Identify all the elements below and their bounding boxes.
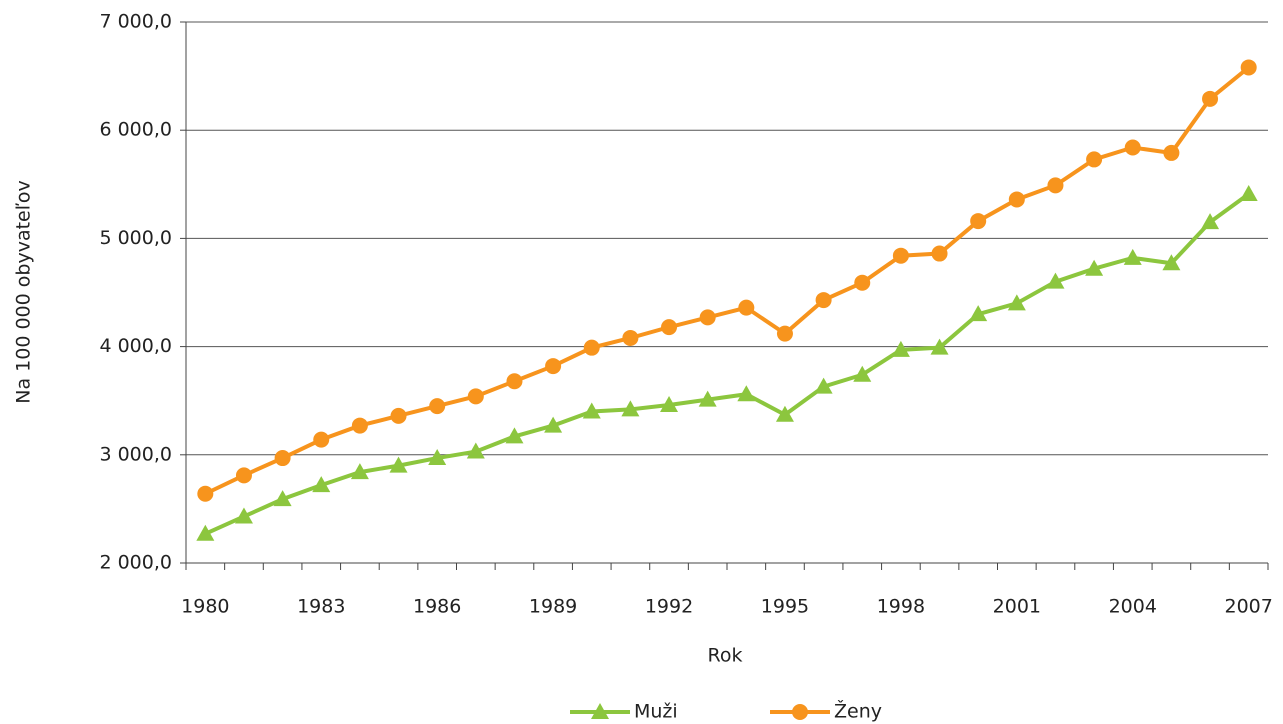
data-point bbox=[699, 309, 716, 326]
data-point bbox=[1046, 272, 1065, 289]
data-point bbox=[273, 490, 292, 507]
data-point bbox=[1007, 294, 1026, 311]
data-point bbox=[313, 431, 330, 448]
data-point bbox=[1085, 259, 1104, 276]
data-point bbox=[196, 524, 215, 541]
y-tick-label: 2 000,0 bbox=[99, 552, 172, 574]
data-point bbox=[776, 325, 793, 342]
data-point bbox=[854, 274, 871, 291]
data-point bbox=[621, 400, 640, 417]
data-point bbox=[892, 247, 909, 264]
data-point bbox=[389, 456, 408, 473]
data-point bbox=[931, 245, 948, 262]
data-point bbox=[1240, 59, 1257, 76]
data-point bbox=[197, 485, 214, 502]
data-point bbox=[1201, 213, 1220, 230]
data-point bbox=[428, 449, 447, 466]
data-point bbox=[1123, 248, 1142, 265]
x-tick-label: 1986 bbox=[413, 596, 461, 618]
data-point bbox=[506, 373, 523, 390]
data-point bbox=[891, 340, 910, 357]
x-tick-label: 2001 bbox=[993, 596, 1041, 618]
data-point bbox=[1163, 144, 1180, 161]
data-point bbox=[351, 417, 368, 434]
y-tick-label: 6 000,0 bbox=[99, 119, 172, 141]
data-point bbox=[350, 463, 369, 480]
data-point bbox=[661, 319, 678, 336]
x-tick-label: 1998 bbox=[877, 596, 925, 618]
data-point bbox=[582, 402, 601, 419]
y-tick-label: 4 000,0 bbox=[99, 335, 172, 357]
data-point bbox=[505, 427, 524, 444]
x-tick-label: 1989 bbox=[529, 596, 577, 618]
legend-marker bbox=[591, 703, 609, 719]
data-point bbox=[1162, 254, 1181, 271]
data-point bbox=[1047, 177, 1064, 194]
x-tick-label: 1992 bbox=[645, 596, 693, 618]
data-point bbox=[969, 305, 988, 322]
series-line bbox=[204, 65, 1250, 496]
legend-label: Muži bbox=[634, 701, 678, 723]
data-point bbox=[545, 358, 562, 375]
data-point bbox=[583, 339, 600, 356]
data-point bbox=[737, 385, 756, 402]
data-point bbox=[622, 329, 639, 346]
data-point bbox=[274, 450, 291, 467]
data-point bbox=[698, 390, 717, 407]
data-point bbox=[312, 476, 331, 493]
x-tick-label: 1980 bbox=[181, 596, 229, 618]
data-point bbox=[467, 388, 484, 405]
data-point bbox=[814, 377, 833, 394]
y-tick-label: 5 000,0 bbox=[99, 227, 172, 249]
data-point bbox=[235, 467, 252, 484]
y-tick-label: 3 000,0 bbox=[99, 443, 172, 465]
data-point bbox=[1008, 191, 1025, 208]
x-tick-label: 2004 bbox=[1109, 596, 1157, 618]
data-point bbox=[1239, 185, 1258, 202]
data-point bbox=[930, 338, 949, 355]
data-point bbox=[660, 396, 679, 413]
legend-label: Ženy bbox=[834, 700, 882, 723]
data-point bbox=[234, 507, 253, 524]
data-point bbox=[775, 405, 794, 422]
data-point bbox=[1086, 151, 1103, 168]
data-point bbox=[815, 292, 832, 309]
data-point bbox=[544, 416, 563, 433]
y-axis-label: Na 100 000 obyvateľov bbox=[13, 180, 35, 403]
series-line bbox=[204, 192, 1250, 536]
x-tick-label: 1995 bbox=[761, 596, 809, 618]
data-point bbox=[390, 407, 407, 424]
data-point bbox=[429, 398, 446, 415]
data-point bbox=[1202, 90, 1219, 107]
x-tick-label: 2007 bbox=[1224, 596, 1272, 618]
x-tick-label: 1983 bbox=[297, 596, 345, 618]
data-point bbox=[466, 442, 485, 459]
legend-marker bbox=[792, 704, 808, 720]
x-axis-label: Rok bbox=[708, 645, 743, 667]
y-tick-label: 7 000,0 bbox=[99, 11, 172, 33]
data-point bbox=[738, 299, 755, 316]
data-point bbox=[853, 365, 872, 382]
data-point bbox=[1124, 139, 1141, 156]
data-point bbox=[970, 213, 987, 230]
